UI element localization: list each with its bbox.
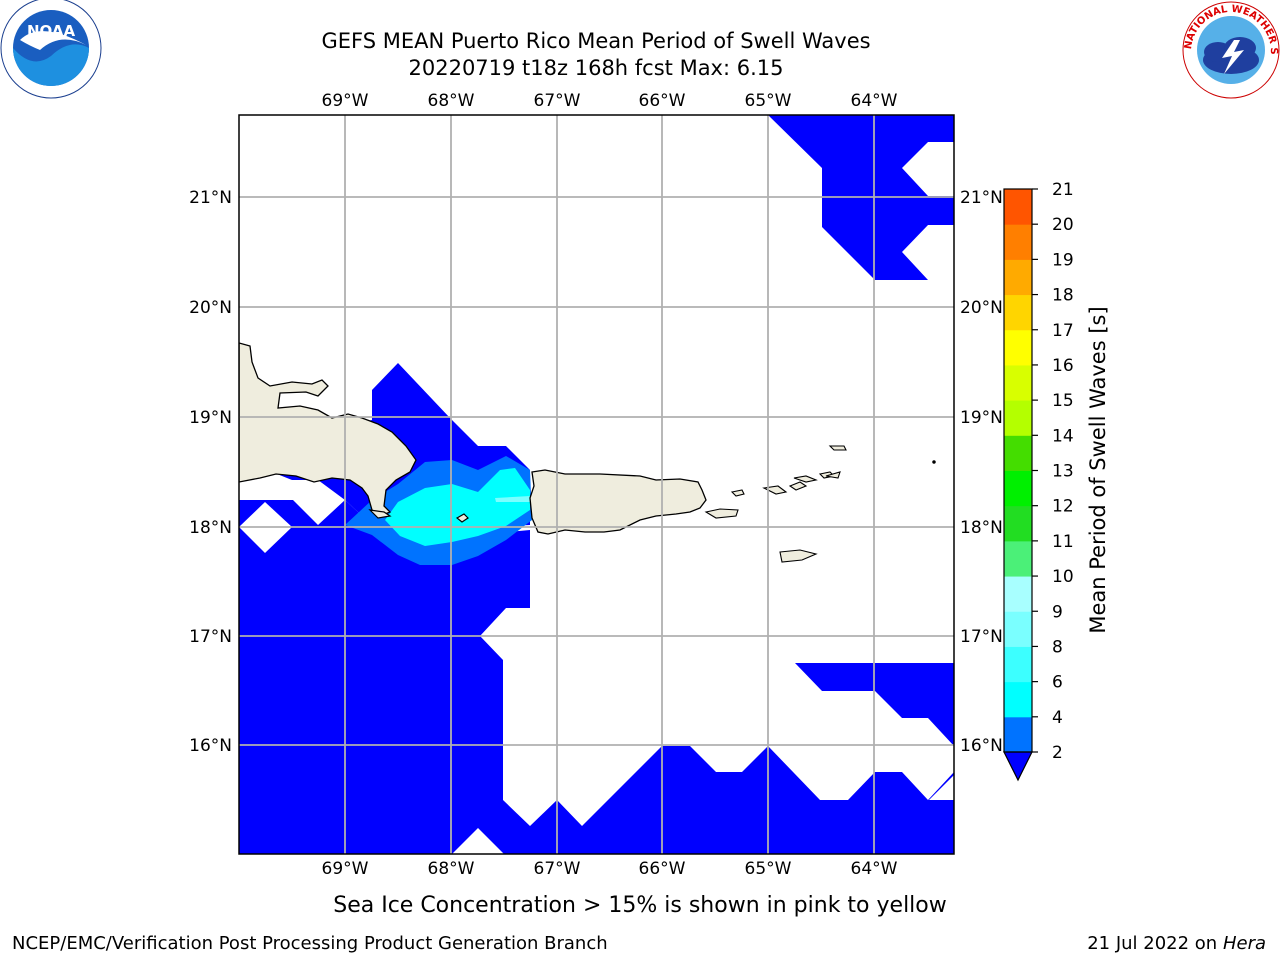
footer-date: 21 Jul 2022 on Hera — [1087, 933, 1266, 954]
latitude-labels-right: 21°N 20°N 19°N 18°N 17°N 16°N — [960, 188, 1003, 756]
lat-label-left: 16°N — [189, 736, 232, 756]
colorbar-segment — [1004, 189, 1032, 225]
latitude-labels-left: 21°N 20°N 19°N 18°N 17°N 16°N — [189, 188, 232, 756]
lat-label-left: 17°N — [189, 627, 232, 647]
lon-label-top: 67°W — [534, 91, 581, 111]
lon-label-bottom: 69°W — [322, 859, 369, 879]
colorbar-segment — [1004, 364, 1032, 401]
lon-label-top: 64°W — [851, 91, 898, 111]
colorbar-tick-label: 15 — [1052, 391, 1074, 411]
lat-label-right: 21°N — [960, 188, 1003, 208]
land-small-island — [368, 509, 392, 519]
map-frame — [238, 114, 955, 855]
colorbar-segment — [1004, 681, 1032, 718]
colorbar-segment — [1004, 224, 1032, 260]
colorbar-segment — [1004, 259, 1032, 296]
colorbar-tick-label: 17 — [1052, 321, 1074, 341]
lon-label-bottom: 67°W — [534, 859, 581, 879]
colorbar-tick-label: 18 — [1052, 286, 1074, 306]
colorbar-underflow-arrow — [1003, 751, 1033, 782]
colorbar-segment — [1004, 716, 1032, 753]
colorbar-tick-label: 19 — [1052, 250, 1074, 270]
lon-label-bottom: 64°W — [851, 859, 898, 879]
colorbar-segment — [1004, 470, 1032, 507]
colorbar: 2 4 6 8 9 10 11 12 13 14 15 16 17 18 19 20 21 — [1003, 180, 1074, 782]
lat-label-left: 18°N — [189, 518, 232, 538]
lon-label-bottom: 65°W — [745, 859, 792, 879]
lon-label-top: 68°W — [428, 91, 475, 111]
sea-ice-caption: Sea Ice Concentration > 15% is shown in … — [333, 893, 947, 918]
land-hispaniola — [239, 342, 417, 517]
lat-label-left: 19°N — [189, 408, 232, 428]
longitude-labels-top: 69°W 68°W 67°W 66°W 65°W 64°W — [322, 91, 898, 111]
colorbar-tick-label: 9 — [1052, 602, 1063, 622]
footer-branch: NCEP/EMC/Verification Post Processing Pr… — [12, 933, 608, 954]
colorbar-tick-label: 11 — [1052, 532, 1074, 552]
colorbar-segment — [1004, 435, 1032, 471]
chart-title: GEFS MEAN Puerto Rico Mean Period of Swe… — [321, 29, 870, 53]
colorbar-tick-label: 13 — [1052, 462, 1074, 482]
colorbar-segment — [1004, 540, 1032, 577]
colorbar-tick-label: 20 — [1052, 215, 1074, 235]
colorbar-tick-label: 14 — [1052, 426, 1074, 446]
map-gridlines — [239, 115, 954, 854]
noaa-logo: NOAA — [0, 0, 102, 99]
lat-label-right: 16°N — [960, 736, 1003, 756]
lat-label-right: 18°N — [960, 518, 1003, 538]
lat-label-right: 17°N — [960, 627, 1003, 647]
colorbar-segment — [1004, 576, 1032, 612]
swell-region-high-streak — [495, 496, 530, 502]
lon-label-top: 66°W — [639, 91, 686, 111]
colorbar-tick-label: 10 — [1052, 567, 1074, 587]
footer-machine: Hera — [1223, 933, 1266, 954]
land-mona-island — [455, 513, 469, 523]
colorbar-segment — [1004, 505, 1032, 542]
longitude-labels-bottom: 69°W 68°W 67°W 66°W 65°W 64°W — [322, 859, 898, 879]
map-area — [239, 115, 954, 854]
chart-subtitle: 20220719 t18z 168h fcst Max: 6.15 — [409, 56, 784, 80]
colorbar-segment — [1004, 294, 1032, 331]
lon-label-top: 69°W — [322, 91, 369, 111]
colorbar-segment — [1004, 611, 1032, 647]
colorbar-segment — [1004, 329, 1032, 366]
lon-label-bottom: 66°W — [639, 859, 686, 879]
lat-label-right: 20°N — [960, 298, 1003, 318]
colorbar-segment — [1004, 400, 1032, 436]
colorbar-tick-label: 8 — [1052, 637, 1063, 657]
colorbar-tick-label: 6 — [1052, 673, 1063, 693]
noaa-logo-text: NOAA — [27, 22, 76, 40]
lat-label-left: 21°N — [189, 188, 232, 208]
colorbar-tick-label: 2 — [1052, 743, 1063, 763]
colorbar-label: Mean Period of Swell Waves [s] — [1086, 306, 1110, 633]
lon-label-bottom: 68°W — [428, 859, 475, 879]
colorbar-tick-label: 21 — [1052, 180, 1074, 200]
footer-date-text: 21 Jul 2022 on — [1087, 933, 1223, 954]
lat-label-left: 20°N — [189, 298, 232, 318]
lon-label-top: 65°W — [745, 91, 792, 111]
colorbar-tick-label: 16 — [1052, 356, 1074, 376]
colorbar-tick-label: 12 — [1052, 497, 1074, 517]
lat-label-right: 19°N — [960, 408, 1003, 428]
land-virgin-islands — [704, 445, 936, 563]
colorbar-segment — [1004, 646, 1032, 683]
colorbar-tick-label: 4 — [1052, 708, 1063, 728]
